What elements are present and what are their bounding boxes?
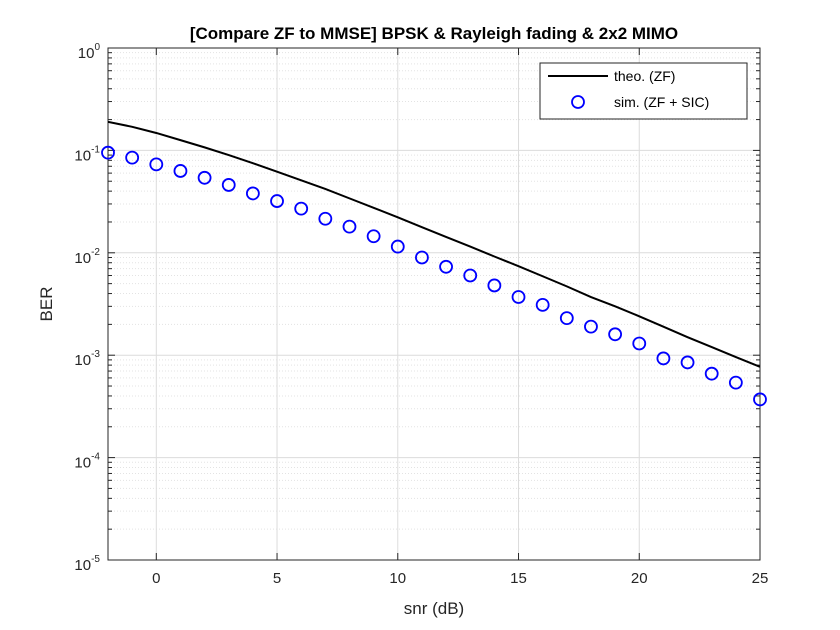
data-point-sim-zf-sic [197, 170, 212, 185]
data-point-sim-zf-sic [342, 219, 357, 234]
y-tick-label: 100 [78, 42, 101, 62]
x-tick-label: 25 [752, 570, 769, 587]
data-point-sim-zf-sic [390, 239, 405, 254]
y-tick-label: 10-5 [74, 554, 100, 574]
data-point-sim-zf-sic [487, 278, 502, 293]
data-point-sim-zf-sic [149, 157, 164, 172]
plot-area [108, 48, 760, 560]
data-point-sim-zf-sic [704, 366, 719, 381]
x-tick-label: 10 [389, 570, 406, 587]
y-tick-label: 10-3 [74, 349, 100, 369]
data-point-sim-zf-sic [245, 186, 260, 201]
data-point-sim-zf-sic [559, 311, 574, 326]
legend-label-sim-zf-sic: sim. (ZF + SIC) [614, 94, 709, 110]
data-point-sim-zf-sic [584, 319, 598, 334]
x-tick-label: 0 [152, 570, 160, 587]
legend-label-theo-zf: theo. (ZF) [614, 68, 675, 84]
y-axis-label: BER [37, 287, 56, 322]
data-point-sim-zf-sic [415, 250, 429, 265]
data-point-sim-zf-sic [632, 336, 647, 351]
x-axis-label: snr (dB) [404, 599, 464, 618]
y-tick-label: 10-1 [74, 144, 100, 164]
y-tick-labels: 100 10-1 10-2 10-3 10-4 10-5 [74, 42, 100, 574]
x-tick-label: 5 [273, 570, 281, 587]
series-layer [101, 120, 767, 407]
data-point-sim-zf-sic [728, 375, 743, 390]
y-tick-label: 10-2 [74, 247, 100, 267]
data-point-sim-zf-sic [221, 178, 236, 192]
legend: theo. (ZF) sim. (ZF + SIC) [539, 62, 748, 120]
data-point-sim-zf-sic [753, 392, 767, 407]
data-point-sim-zf-sic [680, 355, 695, 370]
series-line-theo-zf [108, 120, 760, 368]
data-point-sim-zf-sic [101, 145, 115, 160]
data-point-sim-zf-sic [439, 259, 453, 274]
data-point-sim-zf-sic [318, 211, 333, 226]
x-tick-labels: 0 5 10 15 20 25 [152, 570, 768, 587]
minor-grid [108, 52, 760, 530]
data-point-sim-zf-sic [535, 297, 550, 312]
data-point-sim-zf-sic [294, 201, 309, 216]
data-point-sim-zf-sic [463, 268, 478, 283]
legend-box [539, 62, 748, 120]
legend-marker-swatch [571, 95, 585, 109]
y-tick-label: 10-4 [74, 452, 100, 472]
data-point-sim-zf-sic [270, 194, 284, 208]
data-point-sim-zf-sic [511, 290, 526, 304]
data-point-sim-zf-sic [608, 327, 623, 342]
data-point-sim-zf-sic [366, 229, 381, 244]
axes-frame [107, 47, 761, 561]
chart-title: [Compare ZF to MMSE] BPSK & Rayleigh fad… [190, 24, 678, 43]
x-tick-label: 20 [631, 570, 648, 587]
data-point-sim-zf-sic [656, 351, 671, 366]
x-tick-label: 15 [510, 570, 527, 587]
data-point-sim-zf-sic [173, 164, 188, 178]
data-point-sim-zf-sic [125, 150, 140, 165]
